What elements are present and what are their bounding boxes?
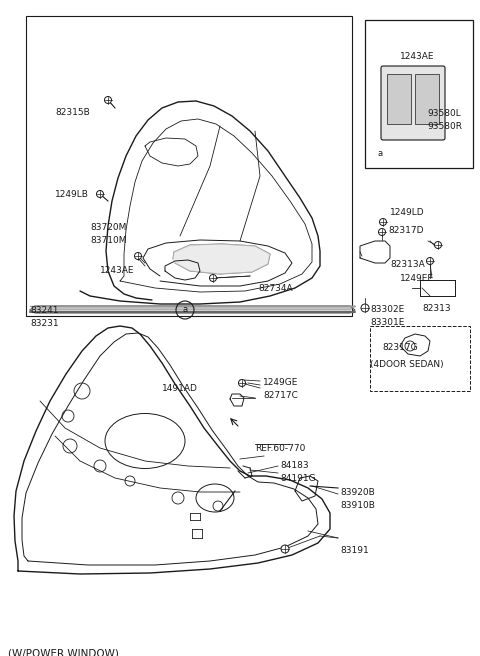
Text: 83191: 83191: [340, 546, 369, 555]
Text: 93580R: 93580R: [427, 122, 462, 131]
Text: 83720M: 83720M: [90, 223, 126, 232]
Text: 82313: 82313: [422, 304, 451, 313]
Text: 84191G: 84191G: [280, 474, 316, 483]
Text: 82734A: 82734A: [258, 284, 293, 293]
Bar: [415, 74, 439, 124]
Text: REF.60-770: REF.60-770: [255, 444, 305, 453]
Circle shape: [434, 241, 442, 249]
FancyBboxPatch shape: [381, 66, 445, 140]
Text: 82313A: 82313A: [390, 260, 425, 269]
Text: 83920B: 83920B: [340, 488, 375, 497]
Text: (W/POWER WINDOW): (W/POWER WINDOW): [8, 648, 119, 656]
Text: 83241: 83241: [30, 306, 59, 315]
Bar: [26, 16, 352, 316]
Text: 83910B: 83910B: [340, 501, 375, 510]
Circle shape: [361, 304, 369, 312]
Text: 82315B: 82315B: [55, 108, 90, 117]
Circle shape: [209, 274, 216, 281]
Text: 1249EE: 1249EE: [400, 274, 434, 283]
Circle shape: [281, 545, 289, 553]
Circle shape: [105, 96, 111, 104]
Text: 82317D: 82317D: [388, 226, 423, 235]
Text: 84183: 84183: [280, 461, 309, 470]
Polygon shape: [30, 306, 355, 310]
Circle shape: [427, 258, 433, 264]
Circle shape: [134, 253, 142, 260]
Bar: [365, 20, 473, 168]
Text: 82317G: 82317G: [382, 343, 418, 352]
Text: (4DOOR SEDAN): (4DOOR SEDAN): [370, 360, 444, 369]
Polygon shape: [173, 244, 270, 274]
Text: 1249LD: 1249LD: [390, 208, 425, 217]
Circle shape: [96, 190, 104, 197]
Circle shape: [239, 380, 245, 386]
Text: 82717C: 82717C: [263, 391, 298, 400]
Circle shape: [409, 46, 417, 54]
Text: 93580L: 93580L: [427, 109, 461, 118]
Text: 1243AE: 1243AE: [400, 52, 434, 61]
Text: 1249LB: 1249LB: [55, 190, 89, 199]
Text: a: a: [377, 150, 383, 159]
Text: 83301E: 83301E: [370, 318, 404, 327]
Text: 1243AE: 1243AE: [100, 266, 134, 275]
Text: 1491AD: 1491AD: [162, 384, 198, 393]
Circle shape: [380, 218, 386, 226]
Text: 83302E: 83302E: [370, 305, 404, 314]
Bar: [370, 326, 470, 391]
Text: 1249GE: 1249GE: [263, 378, 299, 387]
Bar: [387, 74, 411, 124]
Text: a: a: [182, 306, 188, 314]
Text: 83710M: 83710M: [90, 236, 127, 245]
Text: 83231: 83231: [30, 319, 59, 328]
Circle shape: [379, 228, 385, 236]
